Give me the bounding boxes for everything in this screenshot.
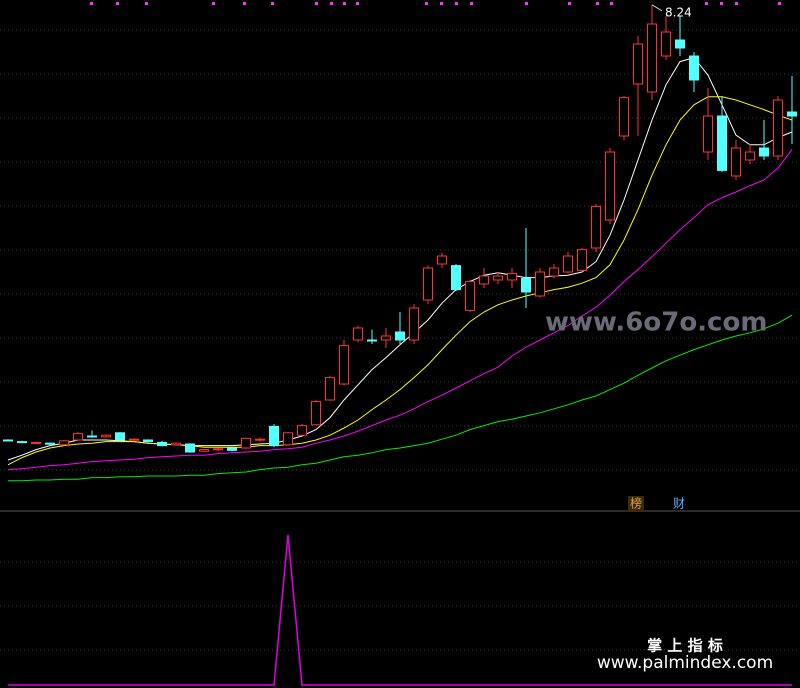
candle-body [31,441,41,444]
candle-body [535,271,545,297]
candle-body [605,151,615,221]
candle-body [199,449,209,452]
candle-body [73,433,83,441]
badge: 榜 [630,496,642,511]
candle-body [591,205,601,249]
candle-body [143,439,153,443]
ma-line [7,149,793,471]
candle-body [451,265,461,291]
candle-body [297,425,307,436]
badge: 财 [673,497,685,511]
candle-body [479,275,489,285]
ma-line [7,96,793,466]
candle-body [437,255,447,265]
candle-body [675,39,685,49]
candle-body [493,275,503,281]
candle-body [325,377,335,401]
candle-body [465,281,475,311]
candle-body [101,434,111,438]
brand-url: www.palmindex.com [597,653,773,673]
candle-body [59,440,69,446]
candle-body [633,43,643,85]
candle-body [717,115,727,171]
candle-body [759,147,769,157]
candle-body [367,339,377,342]
candle-body [17,441,27,444]
candle-body [619,97,629,137]
candle-body [745,151,755,161]
candles: 8.24 [3,4,797,453]
candle-body [549,267,559,277]
candle-body [171,442,181,446]
candle-body [409,307,419,341]
candle-body [521,277,531,293]
badge-bg [628,496,644,512]
high-pointer [651,4,663,12]
candle-body [703,115,713,153]
candle-body [255,438,265,441]
candle-body [773,99,783,157]
candle-body [731,147,741,177]
top-dots [90,2,781,5]
candle-body [213,448,223,451]
candle-body [563,255,573,273]
candle-body [381,335,391,341]
candle-body [241,437,251,449]
moving-averages [7,57,793,482]
watermark: www.6o7o.com [545,308,767,338]
candle-body [3,439,13,442]
candle-body [283,432,293,446]
candle-body [87,435,97,438]
candle-body [787,111,797,117]
candle-body [269,425,279,447]
ma-line [8,314,793,482]
indicator-panel [8,534,792,686]
candle-body [395,331,405,341]
brand: 掌 上 指 标 [647,637,723,655]
candle-body [115,432,125,441]
candle-body [45,442,55,445]
candle-body [577,249,587,271]
candle-body [339,345,349,385]
candle-body [157,441,167,447]
candle-body [647,23,657,93]
candle-body [185,443,195,453]
candle-body [353,327,363,341]
indicator-line [8,534,792,686]
candle-body [507,273,517,281]
candle-body [423,267,433,301]
high-label: 8.24 [665,5,692,19]
candle-body [129,438,139,441]
candle-body [227,447,237,451]
candle-body [689,55,699,81]
candle-body [311,401,321,426]
candle-body [661,31,671,57]
